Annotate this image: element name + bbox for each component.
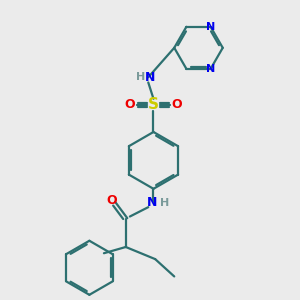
Text: O: O (124, 98, 135, 112)
Text: H: H (136, 72, 145, 82)
Text: O: O (106, 194, 117, 207)
Text: N: N (206, 22, 215, 32)
Text: N: N (206, 64, 215, 74)
Text: N: N (146, 196, 157, 209)
Text: H: H (160, 198, 169, 208)
Text: O: O (172, 98, 182, 112)
Text: N: N (145, 71, 155, 84)
Text: S: S (148, 98, 159, 112)
